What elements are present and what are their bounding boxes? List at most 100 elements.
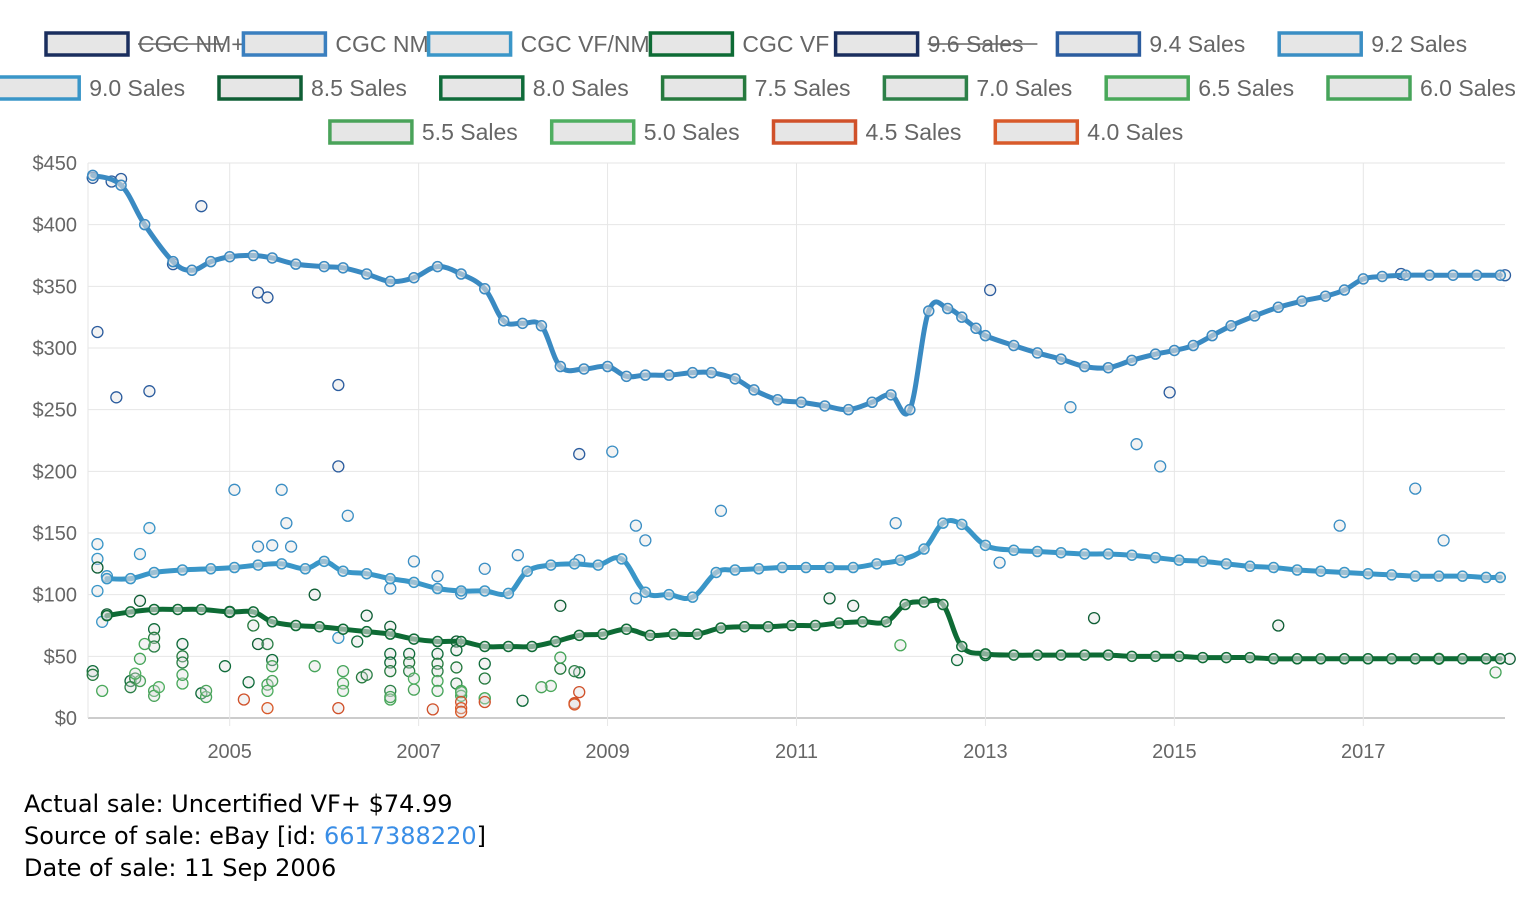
sale-point[interactable]: [237, 693, 251, 706]
sale-point[interactable]: [1154, 460, 1167, 473]
trend-point[interactable]: [1267, 561, 1280, 574]
trend-point[interactable]: [663, 369, 675, 381]
trend-point[interactable]: [842, 403, 855, 416]
sale-point[interactable]: [407, 683, 421, 696]
trend-point[interactable]: [1480, 571, 1492, 584]
trend-point[interactable]: [667, 628, 680, 640]
sale-point[interactable]: [384, 647, 397, 661]
sale-point[interactable]: [454, 689, 468, 702]
trend-point[interactable]: [1433, 653, 1445, 665]
trend-point[interactable]: [1078, 649, 1091, 661]
legend-item[interactable]: 7.0 Sales: [882, 75, 1072, 101]
sale-point[interactable]: [431, 664, 444, 678]
sale-point[interactable]: [266, 674, 279, 688]
legend-item[interactable]: 9.6 Sales: [833, 31, 1038, 57]
trend-point[interactable]: [620, 623, 633, 635]
sale-point[interactable]: [535, 681, 548, 694]
trend-point[interactable]: [686, 366, 699, 379]
sale-point[interactable]: [251, 637, 265, 651]
trend-point[interactable]: [554, 360, 567, 373]
sale-point[interactable]: [1087, 611, 1101, 625]
trend-point[interactable]: [408, 576, 420, 589]
sale-point[interactable]: [176, 650, 189, 663]
trend-point[interactable]: [138, 218, 151, 231]
trend-point[interactable]: [167, 255, 179, 268]
sale-point[interactable]: [573, 447, 586, 461]
trend-point[interactable]: [786, 619, 798, 632]
sale-point[interactable]: [1130, 438, 1143, 451]
sale-point[interactable]: [639, 534, 652, 547]
sale-point[interactable]: [847, 599, 860, 612]
sale-point[interactable]: [407, 672, 421, 685]
trend-point[interactable]: [455, 585, 467, 597]
trend-point[interactable]: [1220, 558, 1233, 570]
sale-point[interactable]: [606, 445, 619, 458]
legend-item[interactable]: 5.5 Sales: [328, 119, 518, 145]
trend-point[interactable]: [223, 250, 236, 263]
legend-item[interactable]: 4.0 Sales: [993, 119, 1183, 145]
trend-point[interactable]: [1362, 567, 1374, 580]
trend-point[interactable]: [715, 622, 727, 634]
trend-point[interactable]: [644, 629, 656, 642]
trend-point[interactable]: [1196, 555, 1209, 568]
trend-point[interactable]: [195, 603, 208, 616]
trend-point[interactable]: [956, 640, 968, 653]
trend-point[interactable]: [795, 396, 807, 409]
sale-point[interactable]: [573, 685, 586, 699]
trend-point[interactable]: [502, 640, 515, 653]
trend-point[interactable]: [1031, 649, 1044, 661]
trend-point[interactable]: [823, 561, 836, 574]
trend-point[interactable]: [408, 633, 420, 645]
trend-point[interactable]: [545, 559, 557, 571]
trend-point[interactable]: [1409, 570, 1422, 582]
trend-point[interactable]: [1102, 548, 1114, 560]
trend-point[interactable]: [337, 262, 349, 274]
sale-point[interactable]: [261, 637, 274, 651]
legend-item[interactable]: CGC NM: [241, 31, 429, 57]
legend-item[interactable]: CGC VF: [648, 31, 829, 57]
trend-point[interactable]: [1008, 649, 1020, 661]
trend-point[interactable]: [1319, 290, 1332, 302]
trend-point[interactable]: [1168, 344, 1181, 357]
trend-point[interactable]: [1248, 310, 1261, 322]
legend-item[interactable]: 9.4 Sales: [1055, 31, 1245, 57]
trend-point[interactable]: [275, 558, 288, 570]
sale-point[interactable]: [176, 668, 189, 681]
trend-point[interactable]: [360, 625, 373, 638]
trend-point[interactable]: [205, 255, 217, 268]
trend-point[interactable]: [894, 554, 907, 566]
trend-point[interactable]: [833, 617, 845, 629]
trend-point[interactable]: [1126, 354, 1138, 367]
trend-point[interactable]: [455, 635, 467, 648]
sale-point[interactable]: [360, 609, 373, 622]
trend-point[interactable]: [384, 572, 397, 585]
trend-point[interactable]: [663, 588, 675, 601]
sale-point[interactable]: [454, 685, 468, 699]
trend-point[interactable]: [1225, 320, 1237, 332]
sale-point[interactable]: [351, 635, 364, 648]
sale-point[interactable]: [228, 483, 241, 496]
sale-point[interactable]: [629, 592, 643, 605]
trend-point[interactable]: [1055, 649, 1067, 661]
trend-point[interactable]: [101, 609, 113, 622]
sale-point[interactable]: [478, 672, 491, 685]
sale-point[interactable]: [308, 588, 321, 601]
trend-point[interactable]: [1385, 569, 1398, 581]
sale-point[interactable]: [332, 701, 345, 715]
trend-point[interactable]: [918, 543, 930, 555]
legend-item[interactable]: 6.5 Sales: [1104, 75, 1294, 101]
trend-point[interactable]: [549, 635, 562, 648]
trend-point[interactable]: [1291, 653, 1303, 665]
trend-point[interactable]: [176, 564, 189, 576]
trend-point[interactable]: [1126, 650, 1138, 663]
trend-point[interactable]: [124, 572, 137, 585]
trend-point[interactable]: [573, 629, 585, 642]
trend-point[interactable]: [360, 268, 373, 280]
sale-point[interactable]: [96, 684, 109, 698]
sale-point[interactable]: [629, 519, 643, 532]
trend-point[interactable]: [871, 558, 883, 570]
trend-point[interactable]: [568, 558, 581, 570]
trend-point[interactable]: [205, 563, 217, 575]
trend-point[interactable]: [1173, 554, 1185, 566]
trend-point[interactable]: [1078, 548, 1091, 560]
